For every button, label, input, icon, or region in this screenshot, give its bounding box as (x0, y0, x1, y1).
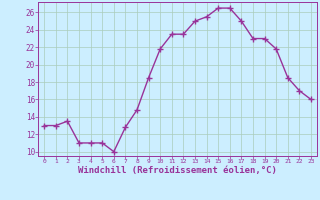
X-axis label: Windchill (Refroidissement éolien,°C): Windchill (Refroidissement éolien,°C) (78, 166, 277, 175)
